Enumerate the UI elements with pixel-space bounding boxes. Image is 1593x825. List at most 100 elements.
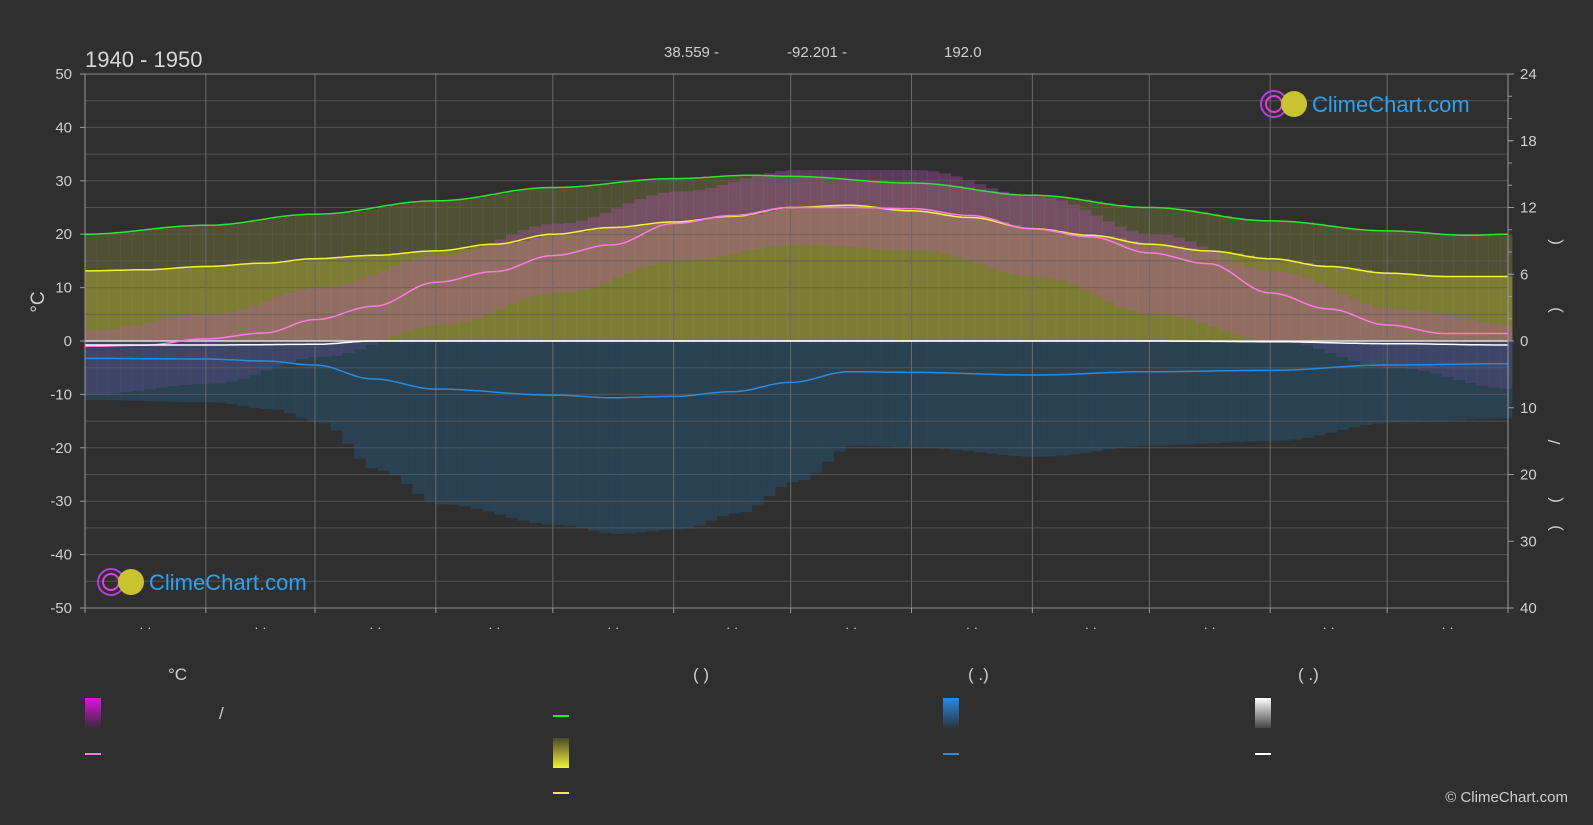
- rain-band-cell: [1137, 341, 1150, 446]
- rain-band-cell: [155, 341, 168, 402]
- rain-band-cell: [1067, 341, 1080, 455]
- logo-text: ClimeChart.com: [149, 570, 307, 595]
- temp-range-band-cell: [1289, 274, 1302, 343]
- rain-band-cell: [1313, 341, 1326, 436]
- series-layer: [85, 174, 1508, 399]
- temp-range-band-cell: [646, 195, 659, 265]
- month-label: · ·: [139, 620, 151, 635]
- rain-band-cell: [400, 341, 413, 485]
- temp-range-band-cell: [669, 191, 682, 261]
- logo-inner-ring-icon: [1265, 95, 1283, 113]
- sunshine-band-cell: [283, 261, 297, 341]
- sunshine-band-cell: [225, 265, 238, 341]
- rain-band-cell: [798, 341, 811, 481]
- rain-band-cell: [739, 341, 753, 513]
- temp-range-band-cell: [1266, 271, 1279, 341]
- sunshine-band-cell: [447, 250, 460, 341]
- logo-sun-icon: [118, 569, 144, 595]
- sunshine-band-cell: [517, 240, 530, 341]
- month-label: · ·: [254, 620, 266, 635]
- temp-range-band-cell: [318, 287, 332, 357]
- temp-range-band-cell: [365, 275, 378, 346]
- temp-range-band-cell: [1254, 270, 1267, 340]
- sunshine-band-cell: [166, 268, 180, 341]
- temp-range-band-cell: [915, 170, 928, 251]
- month-label: · ·: [1085, 620, 1097, 635]
- sunshine-band-cell: [435, 250, 449, 341]
- sunshine-band-cell: [1476, 276, 1490, 341]
- rain-band-cell: [962, 341, 975, 452]
- rain-mm-line: [85, 357, 1508, 399]
- rain-band-cell: [1079, 341, 1092, 453]
- sunshine-band-cell: [611, 227, 624, 341]
- rain-band-cell: [166, 341, 180, 402]
- sunshine-band-cell: [962, 217, 975, 341]
- band-layer: [85, 170, 1513, 534]
- left-axis-unit: °C: [28, 291, 49, 312]
- temp-mean-line: [85, 206, 1508, 348]
- rain-band-cell: [494, 341, 507, 515]
- temp-range-band-cell: [623, 203, 636, 273]
- temp-range-band-cell: [681, 191, 694, 261]
- temp-range-band-cell: [541, 224, 554, 294]
- rain-band-cell: [1394, 341, 1408, 423]
- rain-band-cell: [868, 341, 881, 446]
- rain-band-cell: [1184, 341, 1197, 445]
- sunshine-band-cell: [1207, 250, 1221, 341]
- rain-band-cell: [1301, 341, 1314, 438]
- sunshine-band-cell: [1465, 276, 1478, 341]
- temp-range-band-cell: [1137, 233, 1150, 314]
- rain-band-cell: [1383, 341, 1396, 423]
- temp-range-band-cell: [1067, 204, 1080, 285]
- temp-range-band-cell: [482, 244, 495, 314]
- rain-band-cell: [880, 341, 893, 447]
- temp-range-band-cell: [716, 185, 729, 257]
- temp-range-band-cell: [470, 248, 484, 319]
- sunshine-band-cell: [704, 218, 718, 341]
- sunshine-line-swatch: [553, 792, 569, 794]
- sunshine-band-cell: [1406, 273, 1419, 341]
- temp-range-band-cell: [1313, 282, 1326, 349]
- left-tick-label: 10: [55, 280, 72, 297]
- sunshine-band-cell: [1219, 251, 1232, 341]
- rain-band-cell: [330, 341, 343, 431]
- sunshine-band-cell: [330, 258, 343, 341]
- rain-band-cell: [1172, 341, 1185, 445]
- rain-band-cell: [307, 341, 320, 422]
- right-upper-tick-label: 18: [1520, 133, 1537, 150]
- sunshine-swatch: [553, 738, 569, 768]
- sunshine-band-cell: [880, 208, 893, 341]
- rain-band-cell: [260, 341, 273, 410]
- sunshine-band-cell: [693, 220, 706, 341]
- temp-range-band-cell: [1219, 257, 1232, 331]
- latitude-label: 38.559 -: [664, 44, 719, 61]
- sunshine-band-cell: [96, 270, 109, 341]
- rain-band-cell: [810, 341, 823, 473]
- sunshine-band-cell: [494, 244, 507, 341]
- right-lower-tick-label: 20: [1520, 467, 1537, 484]
- rain-band-cell: [96, 341, 109, 401]
- logo-bottom-left: ClimeChart.com: [97, 568, 307, 596]
- rain-band-cell: [1125, 341, 1139, 447]
- elevation-label: 192.0: [944, 44, 982, 61]
- rain-band-cell: [517, 341, 530, 521]
- left-tick-label: 40: [55, 119, 72, 136]
- month-label: · ·: [488, 620, 500, 635]
- sunshine-band-cell: [985, 219, 998, 341]
- temp-range-band-cell: [1277, 271, 1291, 342]
- sunshine-band-cell: [751, 214, 764, 341]
- month-label: · ·: [726, 620, 738, 635]
- temp-range-band-cell: [997, 191, 1010, 272]
- temp-range-band-cell: [517, 230, 530, 300]
- rain-band-cell: [775, 341, 788, 487]
- sunshine-band-cell: [1453, 276, 1466, 341]
- rain-band-cell: [225, 341, 238, 404]
- left-tick-label: -20: [50, 440, 72, 457]
- sunshine-band-cell: [354, 256, 367, 341]
- sunshine-band-cell: [1418, 274, 1431, 341]
- rain-band-cell: [564, 341, 577, 526]
- rain-band-cell: [985, 341, 998, 454]
- left-tick-label: -10: [50, 386, 72, 403]
- sunshine-band-cell: [716, 217, 729, 341]
- rain-band-cell: [1020, 341, 1033, 457]
